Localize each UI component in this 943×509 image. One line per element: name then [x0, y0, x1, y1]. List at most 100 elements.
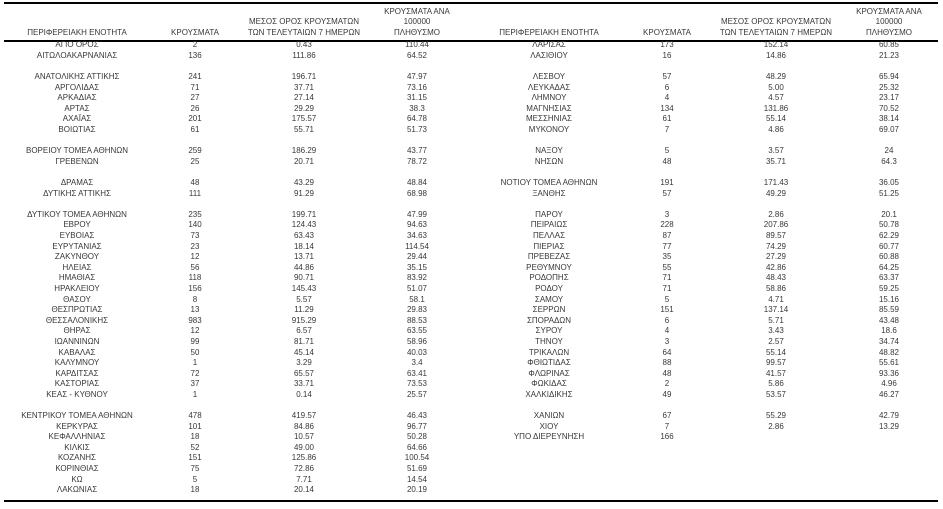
- per100k-cell: 43.48: [878, 315, 900, 325]
- avg7day-cell: 2.86: [768, 421, 784, 431]
- region-cell: ΛΕΥΚΑΔΑΣ: [527, 82, 571, 92]
- per100k-cell: 20.19: [406, 485, 428, 495]
- cases-cell: 37: [190, 379, 200, 389]
- table-row: ΔΥΤΙΚΟΥ ΤΟΜΕΑ ΑΘΗΝΩΝ 235 199.71 47.99: [4, 210, 466, 221]
- region-cell: ΦΩΚΙΔΑΣ: [531, 379, 567, 389]
- per100k-cell: 64.25: [878, 262, 900, 272]
- avg7day-cell: 175.57: [291, 114, 317, 124]
- cases-cell: 57: [662, 72, 672, 82]
- region-cell: ΦΛΩΡΙΝΑΣ: [528, 368, 570, 378]
- region-cell: ΛΕΣΒΟΥ: [532, 72, 566, 82]
- region-cell: ΘΕΣΣΑΛΟΝΙΚΗΣ: [45, 315, 109, 325]
- table-row: [4, 61, 466, 72]
- region-cell: [476, 167, 622, 178]
- cases-cell: 48: [662, 368, 672, 378]
- cases-cell: 49: [662, 389, 672, 399]
- region-cell: ΚΕΡΚΥΡΑΣ: [56, 421, 98, 431]
- per100k-cell: 50.28: [406, 432, 428, 442]
- avg7day-cell: 55.71: [293, 125, 315, 135]
- per100k-cell: 38.3: [409, 103, 425, 113]
- per100k-cell: 55.61: [878, 358, 900, 368]
- table-row: ΡΟΔΟΠΗΣ 71 48.43 63.37: [476, 273, 938, 284]
- table-row: [4, 135, 466, 146]
- cases-cell: 191: [660, 178, 674, 188]
- avg7day-cell: 0.43: [296, 40, 312, 50]
- cases-cell: 18: [190, 485, 200, 495]
- regional-units-table-right: ΠΕΡΙΦΕΡΕΙΑΚΗ ΕΝΟΤΗΤΑ ΚΡΟΥΣΜΑΤΑ ΜΕΣΟΣ ΟΡΟ…: [476, 6, 938, 496]
- cases-cell: [622, 464, 712, 475]
- avg7day-cell: 915.29: [291, 315, 317, 325]
- region-cell: ΚΕΑΣ - ΚΥΘΝΟΥ: [46, 389, 108, 399]
- avg7day-cell: 137.14: [763, 305, 789, 315]
- cases-cell: 61: [190, 125, 200, 135]
- per100k-cell: 58.1: [409, 294, 425, 304]
- avg7day-cell: [240, 199, 368, 210]
- avg7day-cell: 171.43: [763, 178, 789, 188]
- per100k-cell: 69.07: [878, 125, 900, 135]
- per100k-cell: 20.1: [881, 209, 897, 219]
- table-row: [476, 400, 938, 411]
- cases-cell: 12: [190, 326, 200, 336]
- cases-cell: 71: [662, 273, 672, 283]
- per100k-cell: 13.29: [878, 421, 900, 431]
- table-row: [4, 199, 466, 210]
- region-cell: ΚΑΡΔΙΤΣΑΣ: [55, 368, 99, 378]
- region-cell: ΝΑΞΟΥ: [535, 146, 563, 156]
- avg7day-cell: 90.71: [293, 273, 315, 283]
- table-row: ΦΩΚΙΔΑΣ 2 5.86 4.96: [476, 379, 938, 390]
- per100k-cell: 51.69: [406, 464, 428, 474]
- avg7day-cell: 186.29: [291, 146, 317, 156]
- cases-cell: 1: [192, 389, 198, 399]
- region-cell: ΛΑΣΙΘΙΟΥ: [530, 50, 568, 60]
- region-cell: ΘΗΡΑΣ: [63, 326, 91, 336]
- avg7day-cell: [240, 61, 368, 72]
- per100k-cell: 73.16: [406, 82, 428, 92]
- cases-cell: [622, 61, 712, 72]
- table-row: ΗΜΑΘΙΑΣ 118 90.71 83.92: [4, 273, 466, 284]
- table-row: [476, 167, 938, 178]
- avg7day-cell: 43.29: [293, 178, 315, 188]
- cases-cell: 77: [662, 241, 672, 251]
- region-cell: ΚΙΛΚΙΣ: [64, 442, 90, 452]
- per100k-cell: [840, 485, 938, 496]
- header-rule: [4, 40, 938, 42]
- per100k-cell: 85.59: [878, 305, 900, 315]
- avg7day-cell: 3.29: [296, 358, 312, 368]
- table-row: ΕΥΒΟΙΑΣ 73 63.43 34.63: [4, 231, 466, 242]
- table-row: ΠΕΛΛΑΣ 87 89.57 62.29: [476, 231, 938, 242]
- cases-cell: 25: [190, 156, 200, 166]
- avg7day-cell: 2.86: [768, 209, 784, 219]
- table-row: ΝΗΣΩΝ 48 35.71 64.3: [476, 157, 938, 168]
- avg7day-cell: 99.57: [765, 358, 787, 368]
- avg7day-cell: 131.86: [763, 103, 789, 113]
- avg7day-cell: 13.71: [293, 252, 315, 262]
- table-row: [476, 199, 938, 210]
- avg7day-cell: 74.29: [765, 241, 787, 251]
- table-row: [476, 485, 938, 496]
- region-cell: [476, 400, 622, 411]
- per100k-cell: 46.43: [406, 411, 428, 421]
- avg7day-cell: 0.14: [296, 389, 312, 399]
- avg7day-cell: 42.86: [765, 262, 787, 272]
- column-header-per100k: ΚΡΟΥΣΜΑΤΑ ΑΝΑ 100000 ΠΛΗΘΥΣΜΟ: [384, 6, 450, 38]
- per100k-cell: 64.52: [406, 50, 428, 60]
- region-cell: ΡΟΔΟΥ: [535, 283, 563, 293]
- cases-cell: 259: [188, 146, 202, 156]
- per100k-cell: 62.29: [878, 230, 900, 240]
- region-cell: [476, 61, 622, 72]
- cases-cell: 5: [664, 146, 670, 156]
- table-row: [476, 135, 938, 146]
- cases-cell: 173: [660, 40, 674, 50]
- avg7day-cell: 5.86: [768, 379, 784, 389]
- avg7day-cell: [712, 135, 840, 146]
- avg7day-cell: 5.57: [296, 294, 312, 304]
- per100k-cell: [368, 61, 466, 72]
- table-row: ΔΡΑΜΑΣ 48 43.29 48.84: [4, 178, 466, 189]
- cases-cell: 8: [192, 294, 198, 304]
- cases-cell: [622, 135, 712, 146]
- table-row: ΜΥΚΟΝΟΥ 7 4.86 69.07: [476, 125, 938, 136]
- per100k-cell: [840, 453, 938, 464]
- table-row: ΚΟΡΙΝΘΙΑΣ 75 72.86 51.69: [4, 464, 466, 475]
- per100k-cell: 25.32: [878, 82, 900, 92]
- table-row: ΘΕΣΣΑΛΟΝΙΚΗΣ 983 915.29 88.53: [4, 315, 466, 326]
